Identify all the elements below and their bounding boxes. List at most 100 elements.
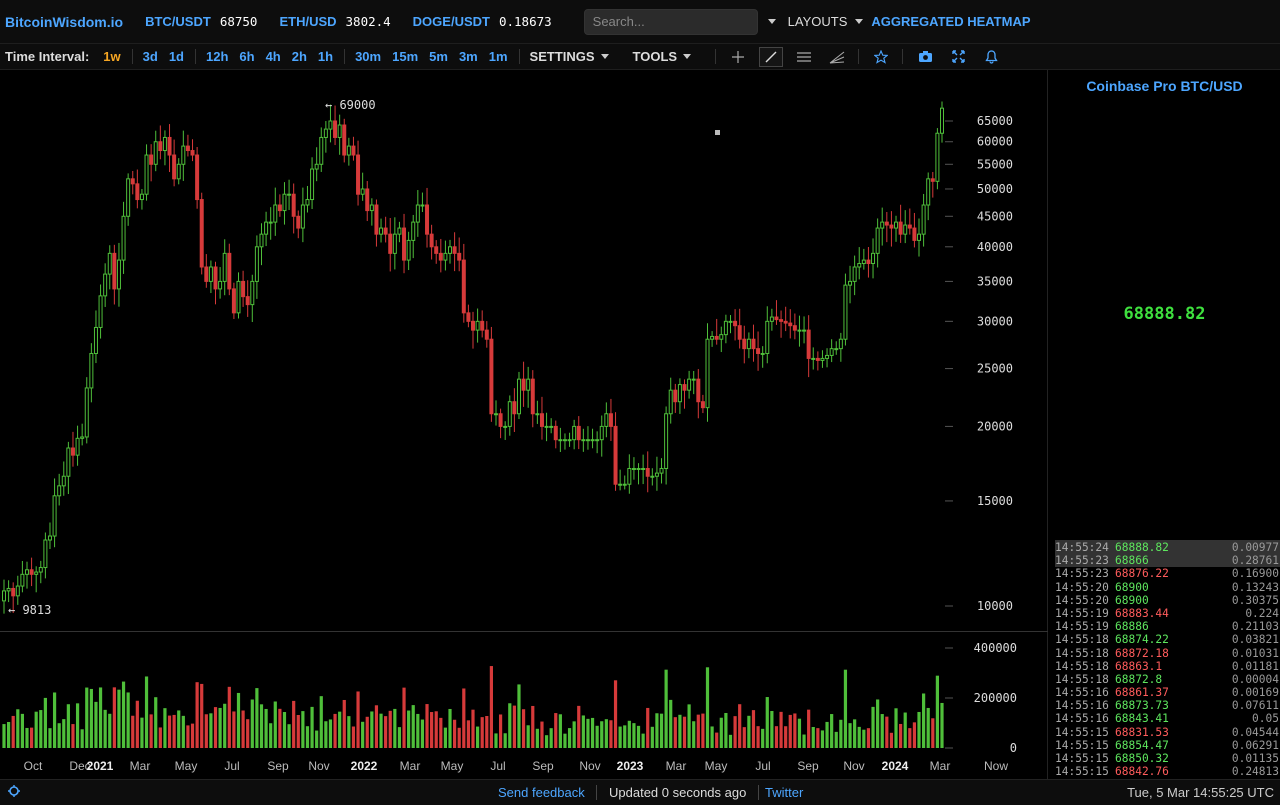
interval-3d[interactable]: 3d: [142, 49, 158, 64]
volume-bar: [236, 692, 241, 748]
candle-body: [903, 224, 908, 235]
ticker-btc-usdt[interactable]: BTC/USDT 68750: [145, 14, 257, 29]
send-feedback-link[interactable]: Send feedback: [498, 785, 585, 800]
candle-body: [921, 204, 926, 235]
bell-icon[interactable]: [979, 47, 1003, 67]
volume-bar: [149, 714, 153, 748]
candle-body: [172, 154, 177, 180]
interval-15m[interactable]: 15m: [392, 49, 419, 64]
trade-row: 14:55:24 68888.82 0.00977: [1055, 541, 1280, 555]
trade-amount: 0.03821: [1231, 633, 1279, 647]
volume-bar: [512, 705, 516, 748]
star-icon[interactable]: [869, 47, 893, 67]
trade-time: 14:55:20: [1055, 593, 1109, 607]
candle-body: [489, 338, 494, 415]
trade-time: 14:55:18: [1055, 659, 1109, 673]
settings-menu[interactable]: SETTINGS: [530, 49, 609, 64]
interval-5m[interactable]: 5m: [429, 49, 448, 64]
volume-bar: [724, 712, 728, 748]
volume-bar: [669, 699, 673, 748]
interval-1m[interactable]: 1m: [488, 49, 508, 64]
interval-1w[interactable]: 1w: [103, 49, 121, 64]
volume-bar: [471, 709, 475, 748]
trade-time: 14:55:15: [1055, 738, 1109, 752]
volume-bar: [811, 726, 815, 748]
layouts-label: LAYOUTS: [787, 14, 848, 29]
price-tick-label: 55000: [977, 157, 1013, 171]
candle-body: [213, 266, 218, 290]
candle-body: [585, 439, 590, 442]
brand-logo[interactable]: BitcoinWisdom.io: [5, 13, 124, 30]
trade-row: 14:55:19 68883.44 0.224: [1055, 607, 1280, 620]
trade-time: 14:55:18: [1055, 646, 1109, 660]
candle-body: [815, 357, 820, 361]
volume-bar: [338, 711, 342, 748]
volume-bar: [195, 682, 199, 748]
trade-row: 14:55:19 68886 0.21103: [1055, 620, 1280, 633]
candle-body: [668, 389, 673, 415]
volume-bar: [857, 726, 861, 748]
interval-4h[interactable]: 4h: [265, 49, 281, 64]
volume-bar: [535, 728, 539, 748]
interval-1h[interactable]: 1h: [317, 49, 334, 64]
layouts-menu[interactable]: LAYOUTS: [788, 14, 864, 29]
trade-time: 14:55:18: [1055, 633, 1109, 647]
volume-bar: [843, 669, 848, 748]
aggregated-heatmap-link[interactable]: AGGREGATED HEATMAP: [871, 14, 1031, 29]
candlestick-chart[interactable]: 65000 60000 55000 50000 45000 40000 35000 30000…: [0, 70, 1048, 779]
interval-1d[interactable]: 1d: [168, 49, 184, 64]
ticker-doge-usdt[interactable]: DOGE/USDT 0.18673: [413, 14, 552, 29]
connection-status-icon[interactable]: [8, 785, 20, 800]
candle-body: [797, 329, 802, 332]
search-input[interactable]: [583, 8, 758, 35]
price-tick-label: 35000: [977, 274, 1013, 288]
volume-bar: [738, 704, 742, 748]
volume-bar: [462, 688, 466, 748]
market-title[interactable]: Coinbase Pro BTC/USD: [1086, 78, 1243, 94]
line-tool-icon[interactable]: [759, 46, 784, 67]
candle-body: [608, 413, 613, 427]
trade-amount: 0.00977: [1231, 541, 1279, 554]
x-axis-label: Nov: [579, 759, 600, 773]
interval-3m[interactable]: 3m: [458, 49, 478, 64]
interval-12h[interactable]: 12h: [205, 49, 229, 64]
tools-menu[interactable]: TOOLS: [633, 49, 692, 64]
horizontal-lines-icon[interactable]: [792, 47, 816, 67]
volume-bar: [213, 707, 218, 748]
candle-body: [443, 252, 448, 261]
camera-icon[interactable]: [913, 47, 937, 67]
trade-history[interactable]: 14:55:24 68888.82 0.00977 14:55:23 68866 0.28…: [1055, 540, 1280, 779]
interval-2h[interactable]: 2h: [291, 49, 307, 64]
candle-body: [654, 472, 659, 477]
candle-body: [236, 280, 241, 314]
candle-body: [259, 233, 264, 248]
trade-row: 14:55:23 68866 0.28761: [1055, 554, 1280, 568]
volume-bar: [742, 727, 746, 748]
interval-6h[interactable]: 6h: [239, 49, 255, 64]
price-chart[interactable]: 65000 60000 55000 50000 45000 40000 35000 30000…: [0, 70, 1048, 779]
interval-30m[interactable]: 30m: [355, 49, 382, 64]
volume-bar: [324, 721, 328, 748]
volume-bar: [600, 721, 604, 748]
ticker-eth-usd[interactable]: ETH/USD 3802.4: [279, 14, 390, 29]
volume-bar: [315, 730, 319, 748]
twitter-link[interactable]: Twitter: [765, 785, 804, 800]
crosshair-icon[interactable]: [726, 47, 750, 67]
volume-bar: [57, 723, 61, 748]
search-dropdown-icon[interactable]: [767, 19, 776, 24]
candle-body: [195, 154, 200, 201]
volume-bar: [11, 715, 15, 748]
volume-bar: [443, 727, 448, 748]
volume-bar: [292, 700, 296, 748]
volume-bar: [517, 684, 521, 748]
trade-amount: 0.21103: [1231, 620, 1279, 634]
candle-body: [103, 273, 108, 297]
fan-tool-icon[interactable]: [825, 47, 849, 67]
volume-bar: [269, 723, 273, 748]
candle-body: [415, 204, 420, 223]
x-axis-label: May: [705, 759, 728, 773]
fullscreen-icon[interactable]: [946, 47, 970, 67]
x-axis-label: Jul: [755, 759, 770, 773]
volume-bar: [784, 726, 788, 748]
volume-bar: [282, 712, 287, 748]
